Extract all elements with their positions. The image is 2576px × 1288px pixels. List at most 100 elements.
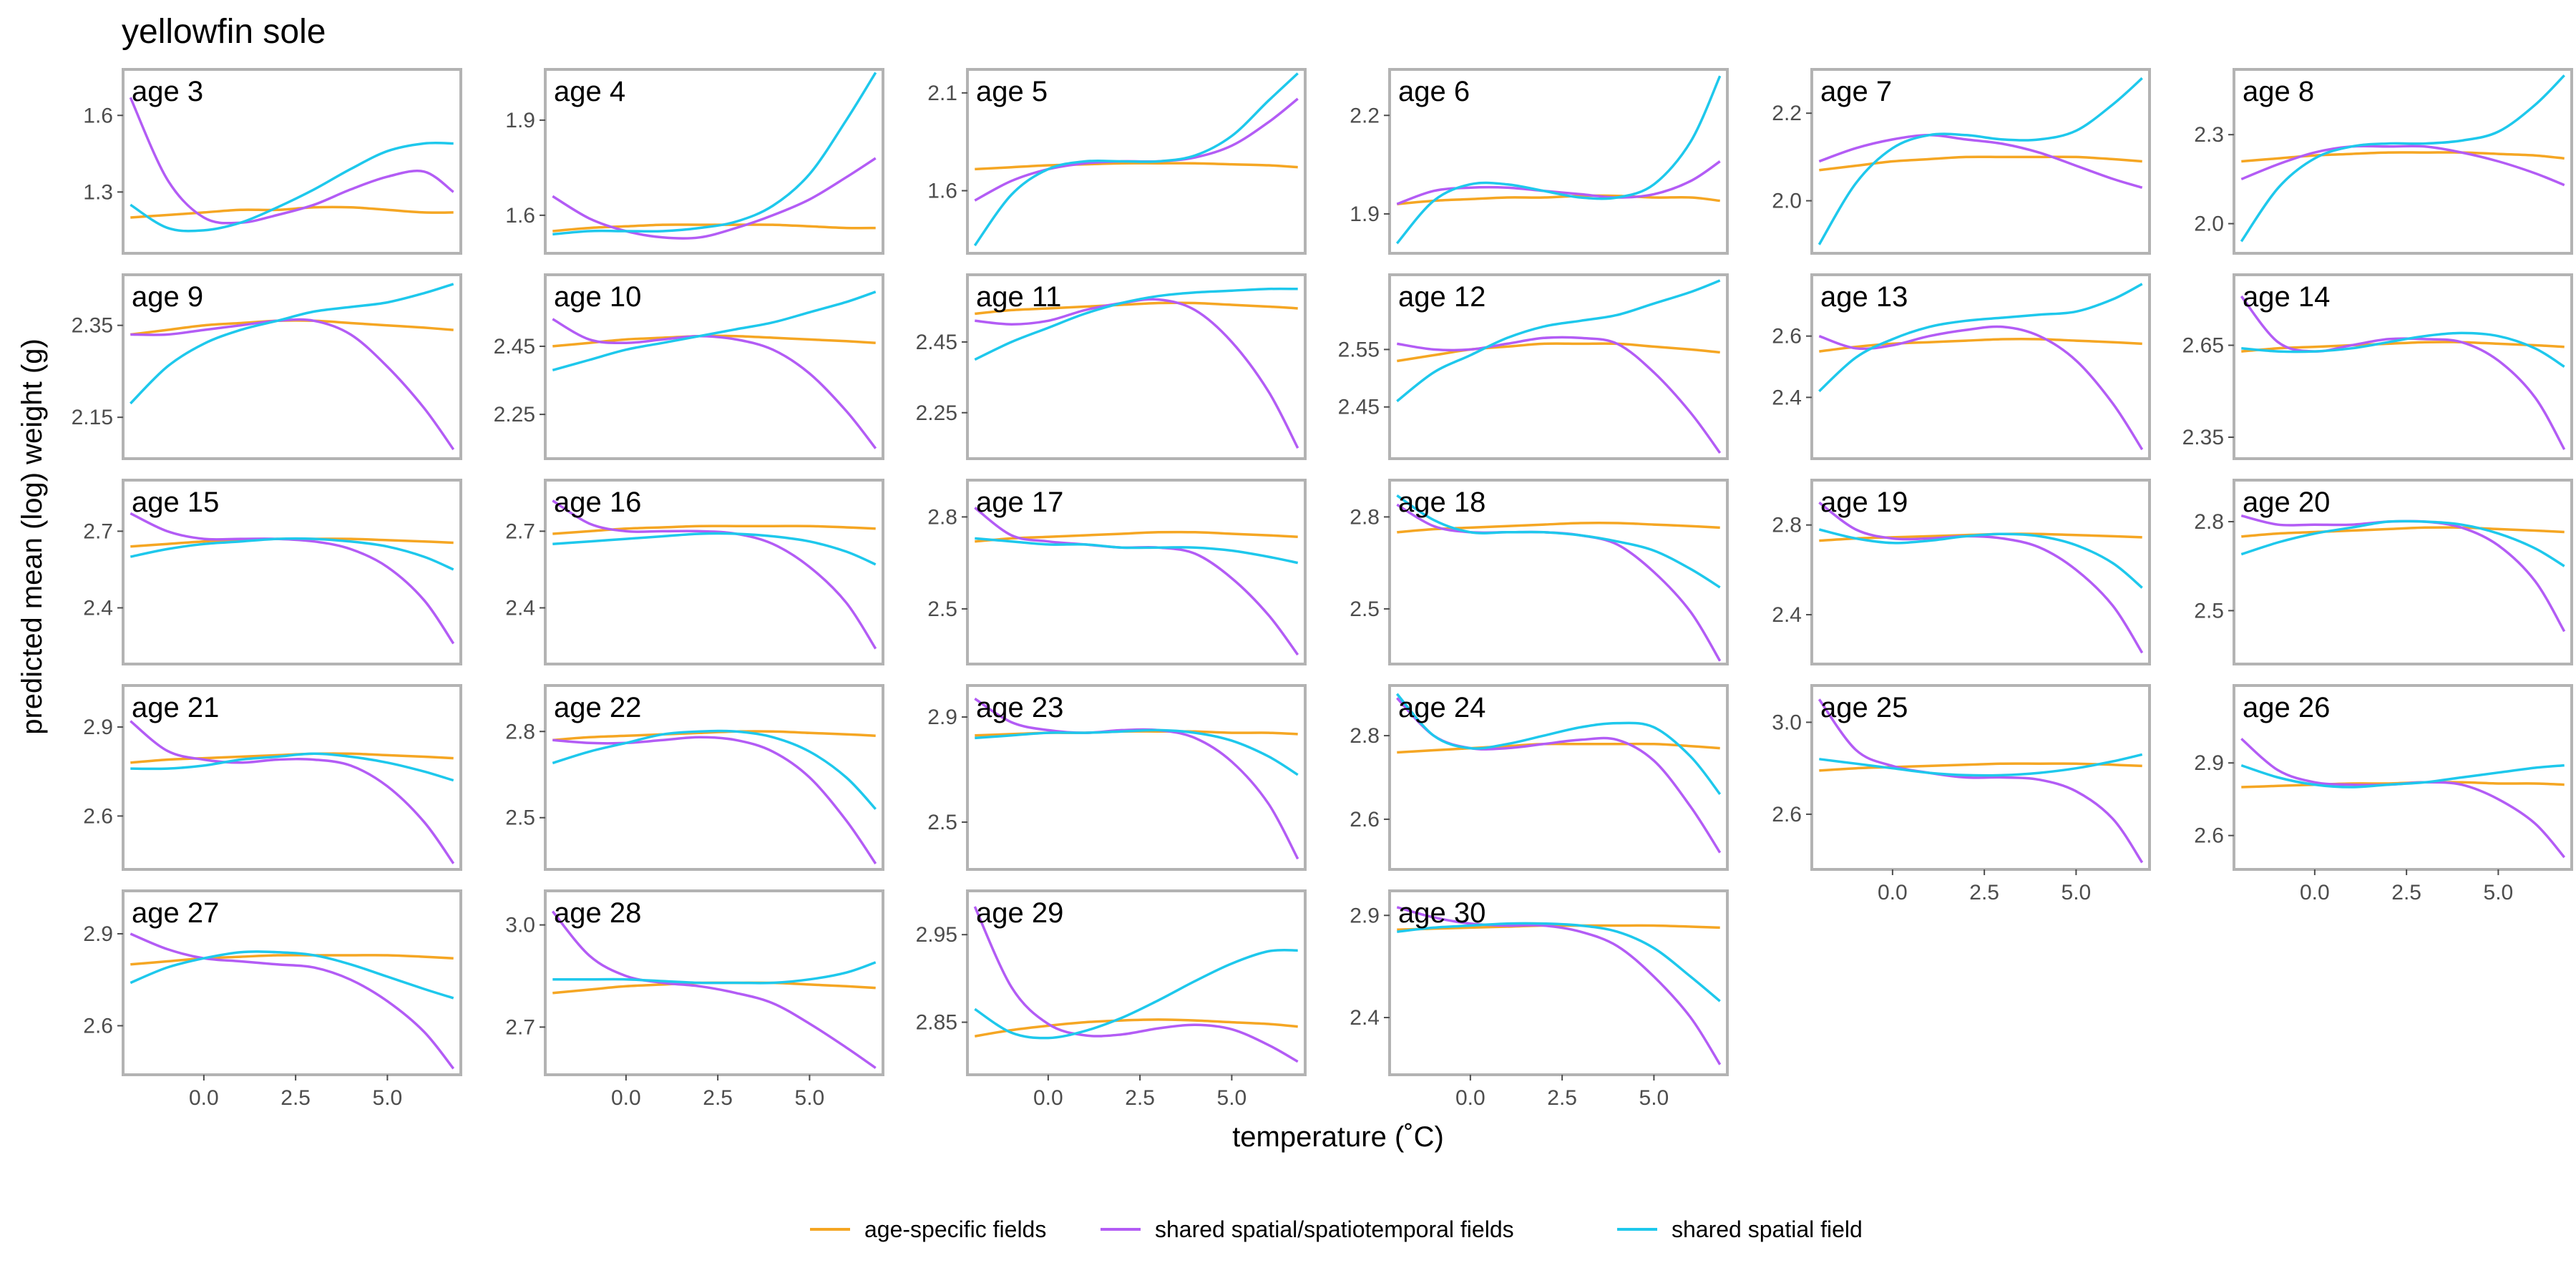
series-line-age-specific-fields — [974, 1018, 1298, 1038]
y-tick-label: 2.2 — [1772, 102, 1802, 125]
series-line-shared-spatial-field — [1818, 77, 2143, 245]
panel-age-24: age 24 2.6 2.8 — [1350, 684, 1729, 871]
series-line-shared-spatial-field — [2240, 763, 2565, 789]
legend-item-shared-spatial-spatiotemporal-fields: shared spatial/spatiotemporal fields — [1101, 1216, 1514, 1242]
y-tick-label: 2.9 — [1350, 904, 1380, 927]
panel-age-9: age 9 2.15 2.35 — [72, 273, 462, 460]
y-tick-label: 2.3 — [2194, 123, 2224, 147]
panel-frame — [122, 479, 462, 665]
series-line-shared-spatial-spatiotemporal-fields — [130, 932, 455, 1070]
y-tick-label: 2.45 — [916, 331, 957, 354]
panel-label: age 10 — [554, 281, 641, 313]
y-tick-label: 1.9 — [505, 109, 535, 132]
panel-age-22: age 22 2.5 2.8 — [505, 684, 884, 871]
x-tick-label: 0.0 — [1878, 881, 1908, 904]
series-line-shared-spatial-field — [130, 950, 454, 1000]
panel-label: age 23 — [976, 692, 1063, 723]
y-tick-label: 2.25 — [916, 401, 957, 425]
panel-frame — [544, 273, 884, 460]
panel-frame — [1810, 68, 2151, 255]
y-tick-label: 2.8 — [2194, 510, 2224, 534]
y-tick-label: 2.8 — [505, 720, 535, 743]
panel-frame — [2233, 273, 2573, 460]
panel-frame — [1388, 479, 1729, 665]
series-line-shared-spatial-spatiotemporal-fields — [552, 736, 877, 864]
y-tick-label: 2.7 — [505, 1015, 535, 1039]
y-tick-label: 2.6 — [83, 1014, 113, 1038]
panel-age-30: age 30 2.4 2.9 0.0 2.5 5.0 — [1350, 889, 1729, 1110]
y-tick-label: 2.35 — [2182, 426, 2224, 449]
panel-frame — [1810, 684, 2151, 871]
panel-frame — [1388, 889, 1729, 1076]
y-tick-label: 1.9 — [1350, 203, 1380, 226]
y-tick-label: 2.5 — [1350, 597, 1380, 621]
legend: age-specific fields shared spatial/spatio… — [810, 1216, 1863, 1242]
y-axis-title: predicted mean (log) weight (g) — [16, 338, 48, 735]
y-tick-label: 3.0 — [505, 914, 535, 937]
series-line-age-specific-fields — [1819, 337, 2142, 353]
panel-age-14: age 14 2.35 2.65 — [2182, 273, 2573, 460]
y-tick-label: 2.9 — [83, 922, 113, 946]
y-tick-label: 2.5 — [2194, 599, 2224, 623]
series-line-shared-spatial-spatiotemporal-fields — [1818, 134, 2143, 189]
series-line-shared-spatial-field — [130, 537, 454, 571]
panel-age-25: age 25 2.6 3.0 0.0 2.5 5.0 — [1772, 684, 2151, 904]
series-line-shared-spatial-spatiotemporal-fields — [973, 906, 1299, 1063]
series-line-shared-spatial-spatiotemporal-fields — [974, 507, 1299, 656]
x-tick-label: 0.0 — [611, 1086, 641, 1110]
panel-age-3: age 3 1.3 1.6 — [83, 68, 462, 255]
panel-age-27: age 27 2.6 2.9 0.0 2.5 5.0 — [83, 889, 462, 1110]
panel-frame — [1810, 273, 2151, 460]
legend-label: shared spatial/spatiotemporal fields — [1155, 1216, 1514, 1242]
panel-label: age 27 — [132, 897, 219, 929]
series-line-shared-spatial-field — [1396, 279, 1721, 403]
panel-label: age 17 — [976, 487, 1063, 518]
panel-label: age 13 — [1820, 281, 1908, 313]
x-axis-title: temperature (˚C) — [1232, 1121, 1444, 1153]
panel-label: age 19 — [1820, 487, 1908, 518]
panel-frame — [544, 684, 884, 871]
x-tick-label: 2.5 — [1547, 1086, 1577, 1110]
panel-label: age 26 — [2243, 692, 2330, 723]
series-line-shared-spatial-field — [130, 283, 454, 405]
panel-age-26: age 26 2.6 2.9 0.0 2.5 5.0 — [2194, 684, 2573, 904]
panel-age-21: age 21 2.6 2.9 — [83, 684, 462, 871]
x-tick-label: 5.0 — [1217, 1086, 1247, 1110]
panel-frame — [122, 684, 462, 871]
panel-frame — [1388, 684, 1729, 871]
series-line-shared-spatial-spatiotemporal-fields — [552, 499, 877, 650]
y-tick-label: 2.4 — [83, 596, 113, 620]
y-tick-label: 2.8 — [1772, 514, 1802, 537]
y-tick-label: 2.95 — [916, 923, 957, 947]
series-line-shared-spatial-spatiotemporal-fields — [1396, 160, 1721, 205]
panel-age-29: age 29 2.85 2.95 0.0 2.5 5.0 — [916, 889, 1307, 1110]
series-line-age-specific-fields — [1397, 342, 1720, 363]
series-line-age-specific-fields — [975, 162, 1298, 171]
series-line-age-specific-fields — [130, 205, 454, 219]
panel-age-16: age 16 2.4 2.7 — [505, 479, 884, 665]
panel-age-28: age 28 2.7 3.0 0.0 2.5 5.0 — [505, 889, 884, 1110]
x-tick-label: 2.5 — [703, 1086, 733, 1110]
panel-age-18: age 18 2.5 2.8 — [1350, 479, 1729, 665]
panel-age-4: age 4 1.6 1.9 — [505, 68, 884, 255]
legend-label: shared spatial field — [1672, 1216, 1863, 1242]
y-tick-label: 2.4 — [1772, 386, 1802, 409]
panel-frame — [1810, 479, 2151, 665]
legend-label: age-specific fields — [864, 1216, 1046, 1242]
panel-label: age 11 — [976, 281, 1061, 313]
series-line-shared-spatial-field — [975, 537, 1299, 565]
y-tick-label: 2.5 — [927, 811, 957, 834]
series-line-shared-spatial-spatiotemporal-fields — [130, 318, 455, 451]
y-tick-label: 2.8 — [1350, 505, 1380, 529]
panel-label: age 22 — [554, 692, 641, 723]
series-line-age-specific-fields — [1397, 194, 1720, 205]
y-tick-label: 2.7 — [83, 519, 113, 543]
y-tick-label: 2.4 — [1350, 1006, 1380, 1030]
series-line-shared-spatial-field — [552, 291, 877, 371]
y-tick-label: 2.6 — [1350, 808, 1380, 831]
panel-label: age 7 — [1820, 76, 1892, 107]
y-tick-label: 2.8 — [927, 505, 957, 529]
y-tick-label: 2.5 — [927, 597, 957, 621]
y-tick-label: 2.6 — [1772, 325, 1802, 348]
